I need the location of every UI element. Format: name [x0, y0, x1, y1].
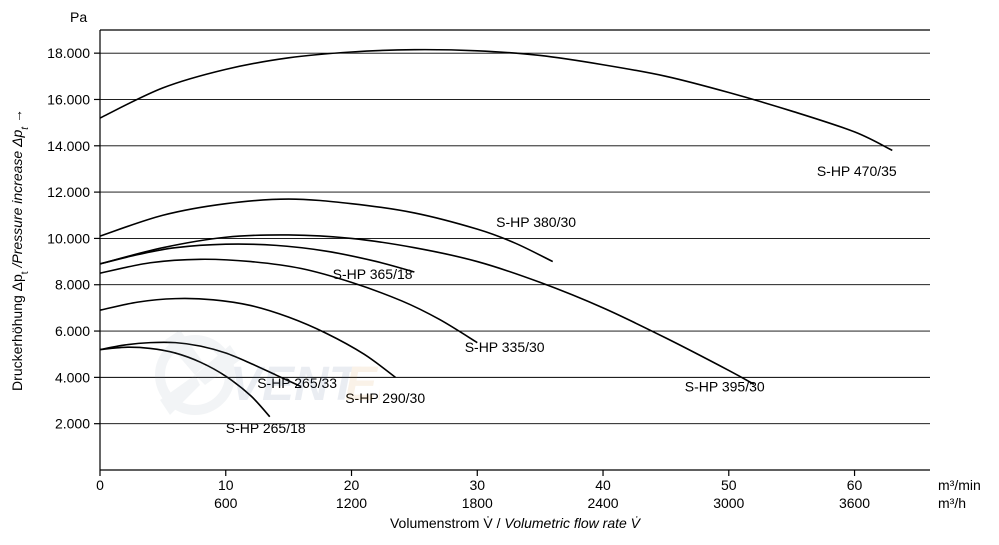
curve-label-s-hp-265-18: S-HP 265/18	[226, 420, 306, 436]
y-tick-label: 4.000	[55, 369, 90, 385]
curve-label-s-hp-335-30: S-HP 335/30	[465, 339, 545, 355]
y-tick-label: 12.000	[47, 184, 90, 200]
fan-curve-chart: VENT EL 2.0004.0006.0008.00010.00012.000…	[0, 0, 999, 545]
curve-s-hp-470-35	[100, 50, 892, 151]
x-tick-label-min: 30	[469, 477, 485, 493]
curve-label-s-hp-265-33: S-HP 265/33	[257, 375, 337, 391]
y-tick-label: 16.000	[47, 91, 90, 107]
y-unit: Pa	[70, 9, 87, 25]
y-tick-label: 2.000	[55, 416, 90, 432]
y-tick-label: 10.000	[47, 230, 90, 246]
curve-s-hp-335-30	[100, 259, 477, 342]
x-tick-label-hour: 3000	[713, 495, 744, 511]
x-tick-label-hour: 3600	[839, 495, 870, 511]
x-tick-label-hour: 1800	[462, 495, 493, 511]
curve-label-s-hp-395-30: S-HP 395/30	[685, 378, 765, 394]
curve-label-s-hp-290-30: S-HP 290/30	[345, 390, 425, 406]
y-axis-title: Druckerhöhung Δpt /Pressure increase Δpt…	[9, 109, 31, 391]
x-tick-label-hour: 2400	[587, 495, 618, 511]
x-tick-label-min: 20	[344, 477, 360, 493]
y-tick-label: 14.000	[47, 138, 90, 154]
x-tick-label-min: 60	[847, 477, 863, 493]
x-tick-label-min: 10	[218, 477, 234, 493]
curve-label-s-hp-380-30: S-HP 380/30	[496, 214, 576, 230]
curve-s-hp-380-30	[100, 199, 553, 262]
x-axis-title: Volumenstrom V̇ / Volumetric flow rate V…	[390, 515, 642, 531]
y-tick-label: 6.000	[55, 323, 90, 339]
x-unit-hour: m³/h	[938, 495, 966, 511]
y-tick-label: 8.000	[55, 277, 90, 293]
x-tick-label-min: 50	[721, 477, 737, 493]
chart-svg: 2.000 4.000 6.000 8.000 10.000 12.000 14.000 16…	[0, 0, 999, 545]
x-tick-label-min: 0	[96, 477, 104, 493]
y-tick-label: 18.000	[47, 45, 90, 61]
x-tick-label-hour: 1200	[336, 495, 367, 511]
x-unit-min: m³/min	[938, 477, 981, 493]
curve-s-hp-290-30	[100, 298, 396, 377]
curve-s-hp-265-18	[100, 347, 270, 417]
x-tick-label-hour: 600	[214, 495, 238, 511]
x-tick-label-min: 40	[595, 477, 611, 493]
curve-label-s-hp-470-35: S-HP 470/35	[817, 163, 897, 179]
